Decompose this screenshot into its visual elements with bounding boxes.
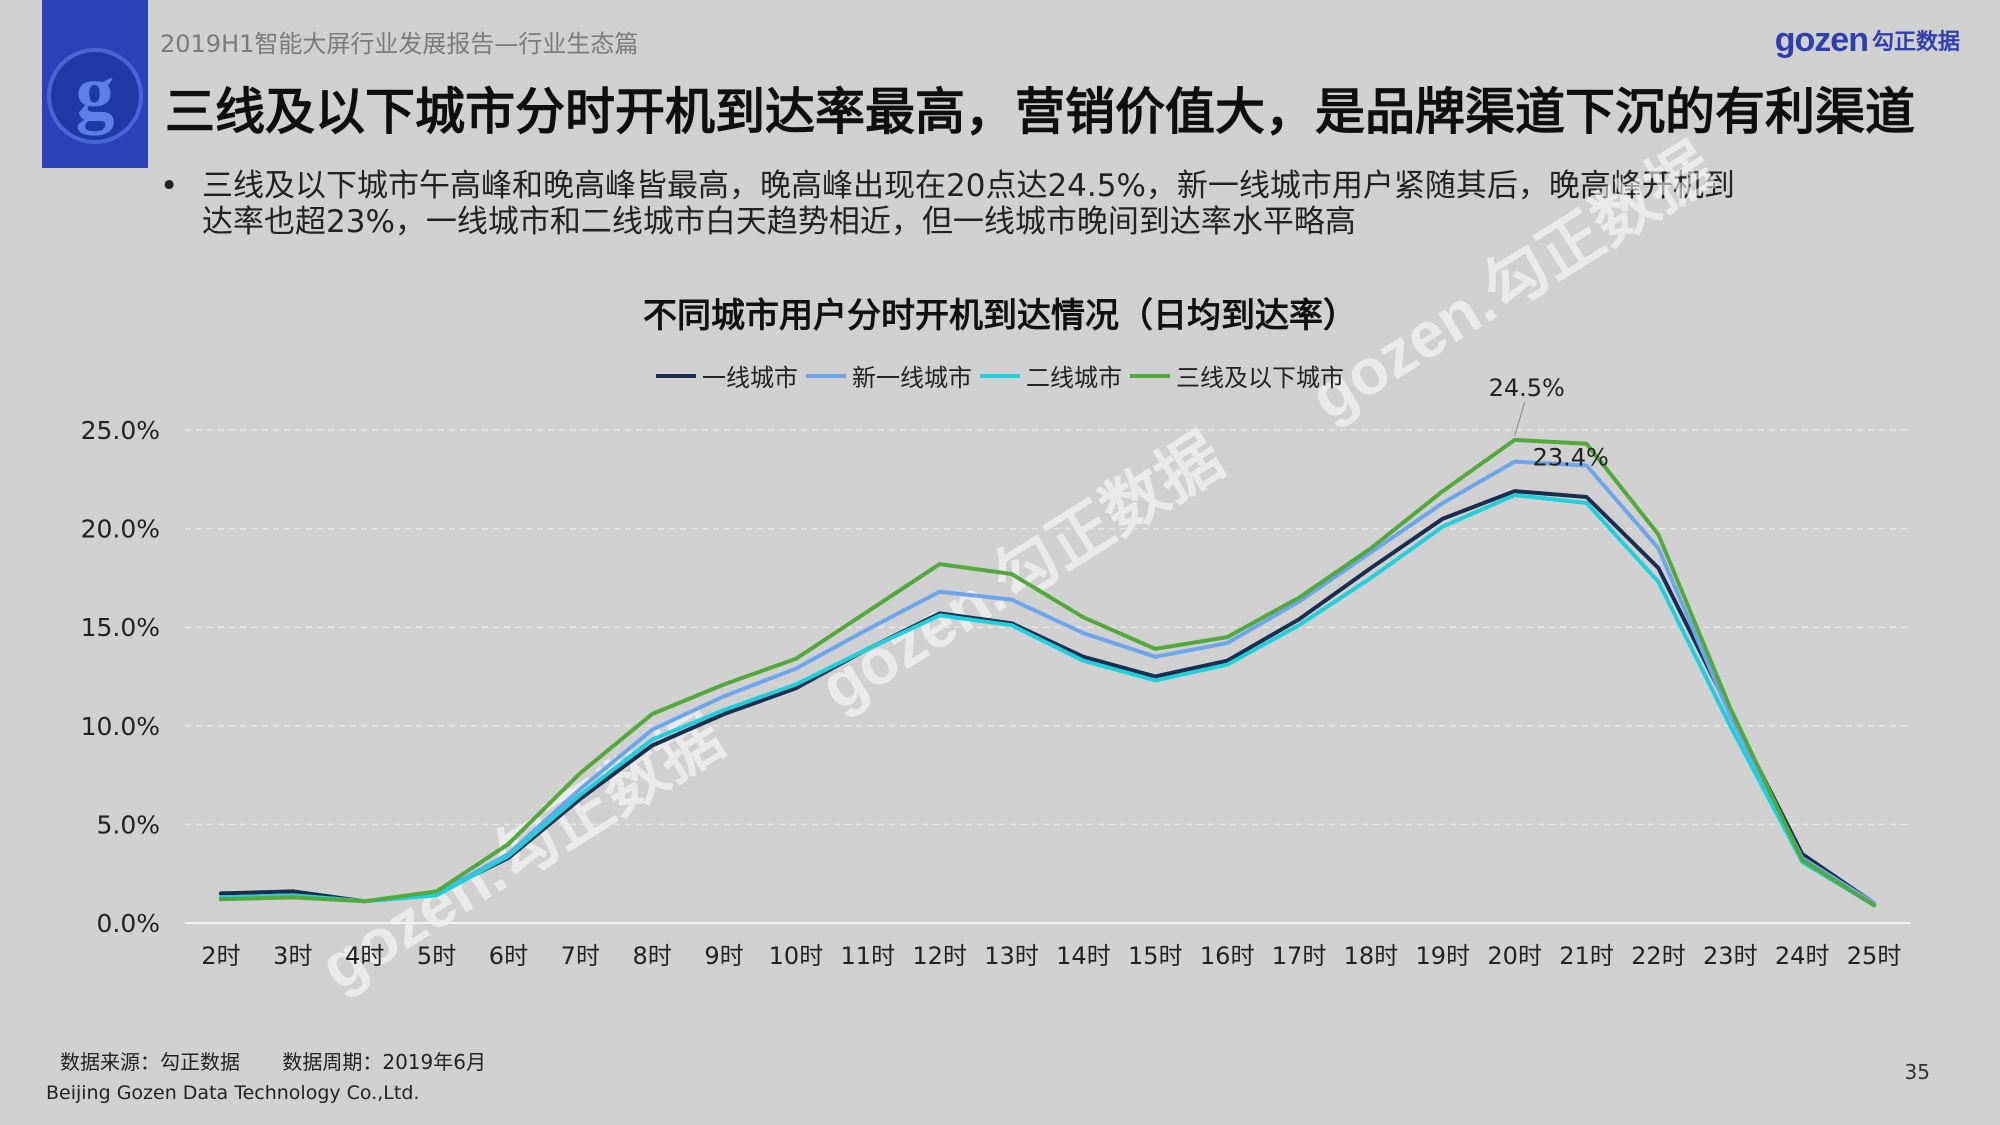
series-line: [218, 493, 1877, 908]
x-tick-label: 15时: [1128, 942, 1183, 970]
logo-block: g: [42, 0, 148, 168]
brand-logo-text: gozen: [1774, 20, 1869, 59]
y-tick-label: 0.0%: [96, 909, 160, 938]
chart-title: 不同城市用户分时开机到达情况（日均到达率）: [643, 296, 1357, 336]
data-source: 数据来源：勾正数据: [60, 1050, 240, 1074]
legend-swatch: [980, 373, 1020, 378]
bullet-dot: •: [160, 168, 179, 204]
legend-item: 一线城市: [656, 358, 798, 393]
logo-letter: g: [76, 48, 115, 135]
x-tick-label: 6时: [489, 942, 528, 970]
y-tick-label: 15.0%: [81, 613, 160, 642]
legend-swatch: [1130, 373, 1170, 378]
x-tick-label: 5时: [417, 942, 456, 970]
page-headline: 三线及以下城市分时开机到达率最高，营销价值大，是品牌渠道下沉的有利渠道: [165, 83, 1915, 141]
legend-label: 新一线城市: [852, 364, 972, 392]
data-label: 24.5%: [1489, 374, 1565, 402]
bullet-point: • 三线及以下城市午高峰和晚高峰皆最高，晚高峰出现在20点达24.5%，新一线城…: [160, 168, 1860, 240]
data-period: 数据周期：2019年6月: [282, 1050, 486, 1074]
chart-legend: 一线城市 新一线城市 二线城市 三线及以下城市: [0, 358, 2000, 393]
legend-item: 三线及以下城市: [1130, 358, 1344, 393]
x-tick-label: 12时: [912, 942, 967, 970]
data-label: 23.4%: [1533, 444, 1609, 472]
legend-swatch: [656, 373, 696, 378]
footer-source: 数据来源：勾正数据 数据周期：2019年6月: [60, 1046, 522, 1075]
bullet-line-1: 三线及以下城市午高峰和晚高峰皆最高，晚高峰出现在20点达24.5%，新一线城市用…: [202, 168, 1735, 204]
x-tick-label: 3时: [273, 942, 312, 970]
x-tick-label: 2时: [201, 942, 240, 970]
x-tick-label: 4时: [345, 942, 384, 970]
x-tick-label: 9时: [704, 942, 743, 970]
y-tick-label: 10.0%: [81, 712, 160, 741]
legend-swatch: [806, 373, 846, 378]
x-tick-label: 22时: [1631, 942, 1686, 970]
legend-label: 一线城市: [702, 364, 798, 392]
x-tick-label: 7时: [561, 942, 600, 970]
report-title: 2019H1智能大屏行业发展报告—行业生态篇: [160, 30, 639, 58]
series-line: [218, 437, 1877, 908]
brand-logo: gozen 勾正数据: [1775, 20, 1960, 60]
legend-label: 二线城市: [1026, 364, 1122, 392]
x-tick-label: 19时: [1416, 942, 1471, 970]
footer-company: Beijing Gozen Data Technology Co.,Ltd.: [46, 1082, 420, 1104]
page-number: 35: [1904, 1060, 1930, 1084]
annotation-leader: [1514, 401, 1526, 437]
x-tick-label: 17时: [1272, 942, 1327, 970]
x-tick-label: 11时: [841, 942, 896, 970]
x-tick-label: 8时: [633, 942, 672, 970]
series-line: [218, 489, 1877, 906]
x-tick-label: 23时: [1703, 942, 1758, 970]
x-tick-label: 16时: [1200, 942, 1255, 970]
y-tick-label: 20.0%: [81, 515, 160, 544]
x-tick-label: 21时: [1559, 942, 1614, 970]
x-tick-label: 10时: [769, 942, 824, 970]
x-tick-label: 20时: [1487, 942, 1542, 970]
x-tick-label: 24时: [1775, 942, 1830, 970]
bullet-line-2: 达率也超23%，一线城市和二线城市白天趋势相近，但一线城市晚间到达率水平略高: [202, 204, 1356, 240]
y-tick-label: 5.0%: [96, 810, 160, 839]
x-tick-label: 18时: [1344, 942, 1399, 970]
x-tick-label: 13时: [984, 942, 1039, 970]
brand-cn: 勾正数据: [1871, 29, 1960, 54]
x-tick-label: 14时: [1056, 942, 1111, 970]
legend-label: 三线及以下城市: [1176, 364, 1344, 392]
x-tick-label: 25时: [1847, 942, 1902, 970]
legend-item: 新一线城市: [806, 358, 972, 393]
y-tick-label: 25.0%: [81, 416, 160, 445]
gozen-g-logo-icon: g: [47, 48, 143, 144]
legend-item: 二线城市: [980, 358, 1122, 393]
